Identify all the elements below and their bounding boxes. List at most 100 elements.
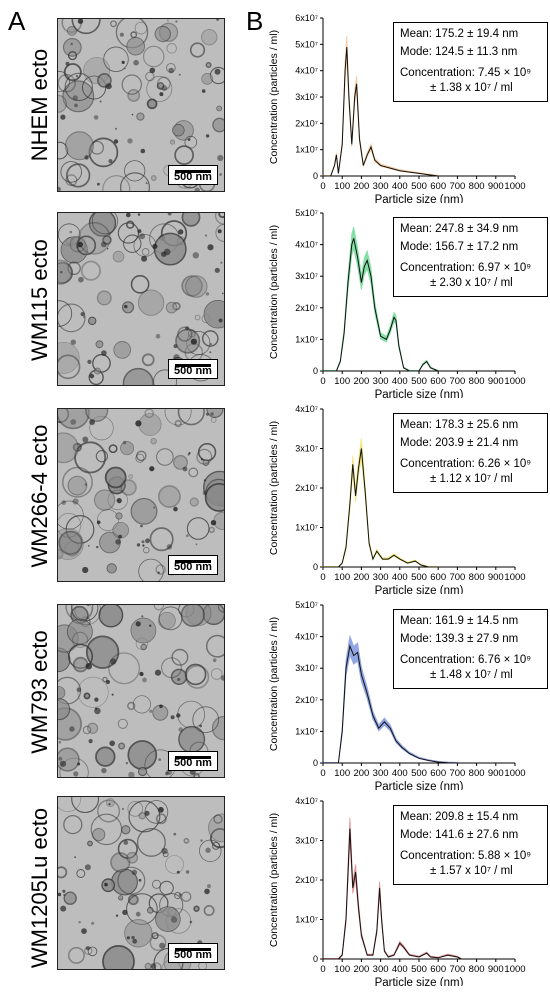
debris — [69, 230, 73, 234]
vesicle — [123, 234, 142, 253]
vesicle — [144, 962, 152, 969]
x-tick-label: 300 — [373, 768, 389, 779]
vesicle — [174, 891, 182, 900]
x-axis-label: Particle size (nm) — [375, 194, 464, 203]
tem-texture — [58, 605, 224, 777]
debris — [115, 914, 119, 917]
x-tick-label: 100 — [334, 181, 350, 192]
debris — [137, 229, 142, 234]
debris — [76, 687, 82, 693]
debris — [167, 213, 172, 216]
y-tick-label: 1x10⁷ — [295, 334, 318, 344]
vesicle — [76, 235, 97, 256]
vesicle — [132, 695, 151, 714]
vesicle — [67, 261, 81, 276]
vesicle — [153, 232, 187, 266]
debris — [203, 479, 206, 482]
debris — [159, 704, 163, 709]
scale-bar-line — [175, 560, 211, 563]
y-tick-label: 5x10⁷ — [295, 208, 318, 218]
vesicle — [138, 812, 146, 820]
vesicle — [127, 801, 144, 817]
vesicle — [156, 448, 174, 466]
vesicle — [104, 466, 127, 489]
debris — [207, 884, 211, 889]
stats-mode: Mode: 141.6 ± 27.6 nm — [400, 829, 519, 841]
debris — [110, 658, 117, 665]
stats-conc2: ± 1.48 x 10⁷ / ml — [430, 669, 513, 681]
vesicle — [83, 692, 91, 700]
debris — [154, 669, 162, 676]
debris — [60, 114, 66, 120]
debris — [170, 715, 175, 720]
x-tick-label: 600 — [430, 964, 446, 975]
y-axis-label: Concentration (particles / ml) — [268, 617, 280, 751]
x-axis-label: Particle size (nm) — [375, 977, 464, 986]
vesicle — [150, 438, 157, 445]
size-distribution-chart: 0 100 200 300 400 500 600 700 800 900 1000 0 1x10⁷ 2x… — [265, 791, 550, 989]
debris — [178, 229, 184, 235]
vesicle — [126, 851, 139, 864]
vesicle — [185, 275, 208, 298]
vesicle — [122, 367, 154, 385]
y-tick-label: 2x10⁷ — [295, 483, 318, 493]
debris — [185, 870, 190, 874]
debris — [135, 621, 141, 627]
debris — [200, 458, 204, 461]
debris — [163, 248, 171, 256]
debris — [141, 615, 144, 618]
vesicle — [210, 417, 217, 423]
vesicle — [174, 145, 194, 165]
x-tick-label: 100 — [334, 572, 350, 583]
vesicle — [64, 72, 93, 102]
vesicle — [58, 698, 71, 721]
debris — [141, 255, 148, 262]
x-tick-label: 500 — [411, 964, 427, 975]
panel-label-b: B — [246, 6, 264, 36]
tem-texture — [58, 213, 224, 385]
vesicle — [189, 42, 206, 58]
scale-bar: 500 nm — [168, 359, 218, 379]
vesicle — [205, 62, 212, 69]
tem-texture — [58, 409, 224, 581]
debris — [140, 148, 146, 154]
vesicle — [203, 905, 215, 917]
vesicle — [80, 260, 102, 281]
debris — [204, 234, 208, 237]
debris — [139, 671, 144, 677]
debris — [77, 241, 83, 248]
debris — [87, 545, 90, 547]
x-tick-label: 400 — [392, 964, 408, 975]
vesicle — [173, 455, 188, 470]
x-tick-label: 500 — [411, 376, 427, 387]
debris — [78, 276, 84, 283]
x-tick-label: 1000 — [504, 376, 525, 387]
vesicle — [117, 866, 146, 895]
vesicle — [58, 409, 90, 430]
debris — [205, 134, 210, 138]
y-tick-label: 5x10⁷ — [295, 600, 318, 610]
debris — [93, 115, 99, 120]
debris — [139, 233, 146, 240]
vesicle — [158, 485, 181, 508]
vesicle — [157, 76, 171, 91]
debris — [121, 807, 124, 811]
sample-label: WM115 ecto — [27, 239, 52, 361]
stats-box: Mean: 175.2 ± 19.4 nm Mode: 124.5 ± 11.3 … — [393, 22, 548, 102]
scale-bar-label: 500 nm — [174, 949, 212, 961]
size-distribution-chart: 0 100 200 300 400 500 600 700 800 900 1000 0 1x10⁷ 2x… — [265, 595, 550, 793]
x-tick-label: 100 — [334, 376, 350, 387]
debris — [159, 942, 166, 949]
y-tick-label: 2x10⁷ — [295, 695, 318, 705]
vesicle — [121, 301, 135, 314]
debris — [167, 19, 169, 22]
x-tick-label: 900 — [488, 964, 504, 975]
x-tick-label: 300 — [373, 181, 389, 192]
stats-box: Mean: 247.8 ± 34.9 nm Mode: 156.7 ± 17.2 … — [393, 217, 548, 297]
vesicle — [126, 893, 158, 925]
debris — [161, 847, 168, 855]
debris — [62, 889, 66, 893]
x-tick-label: 100 — [334, 768, 350, 779]
stats-mean: Mean: 161.9 ± 14.5 nm — [400, 615, 519, 627]
debris — [185, 534, 189, 538]
